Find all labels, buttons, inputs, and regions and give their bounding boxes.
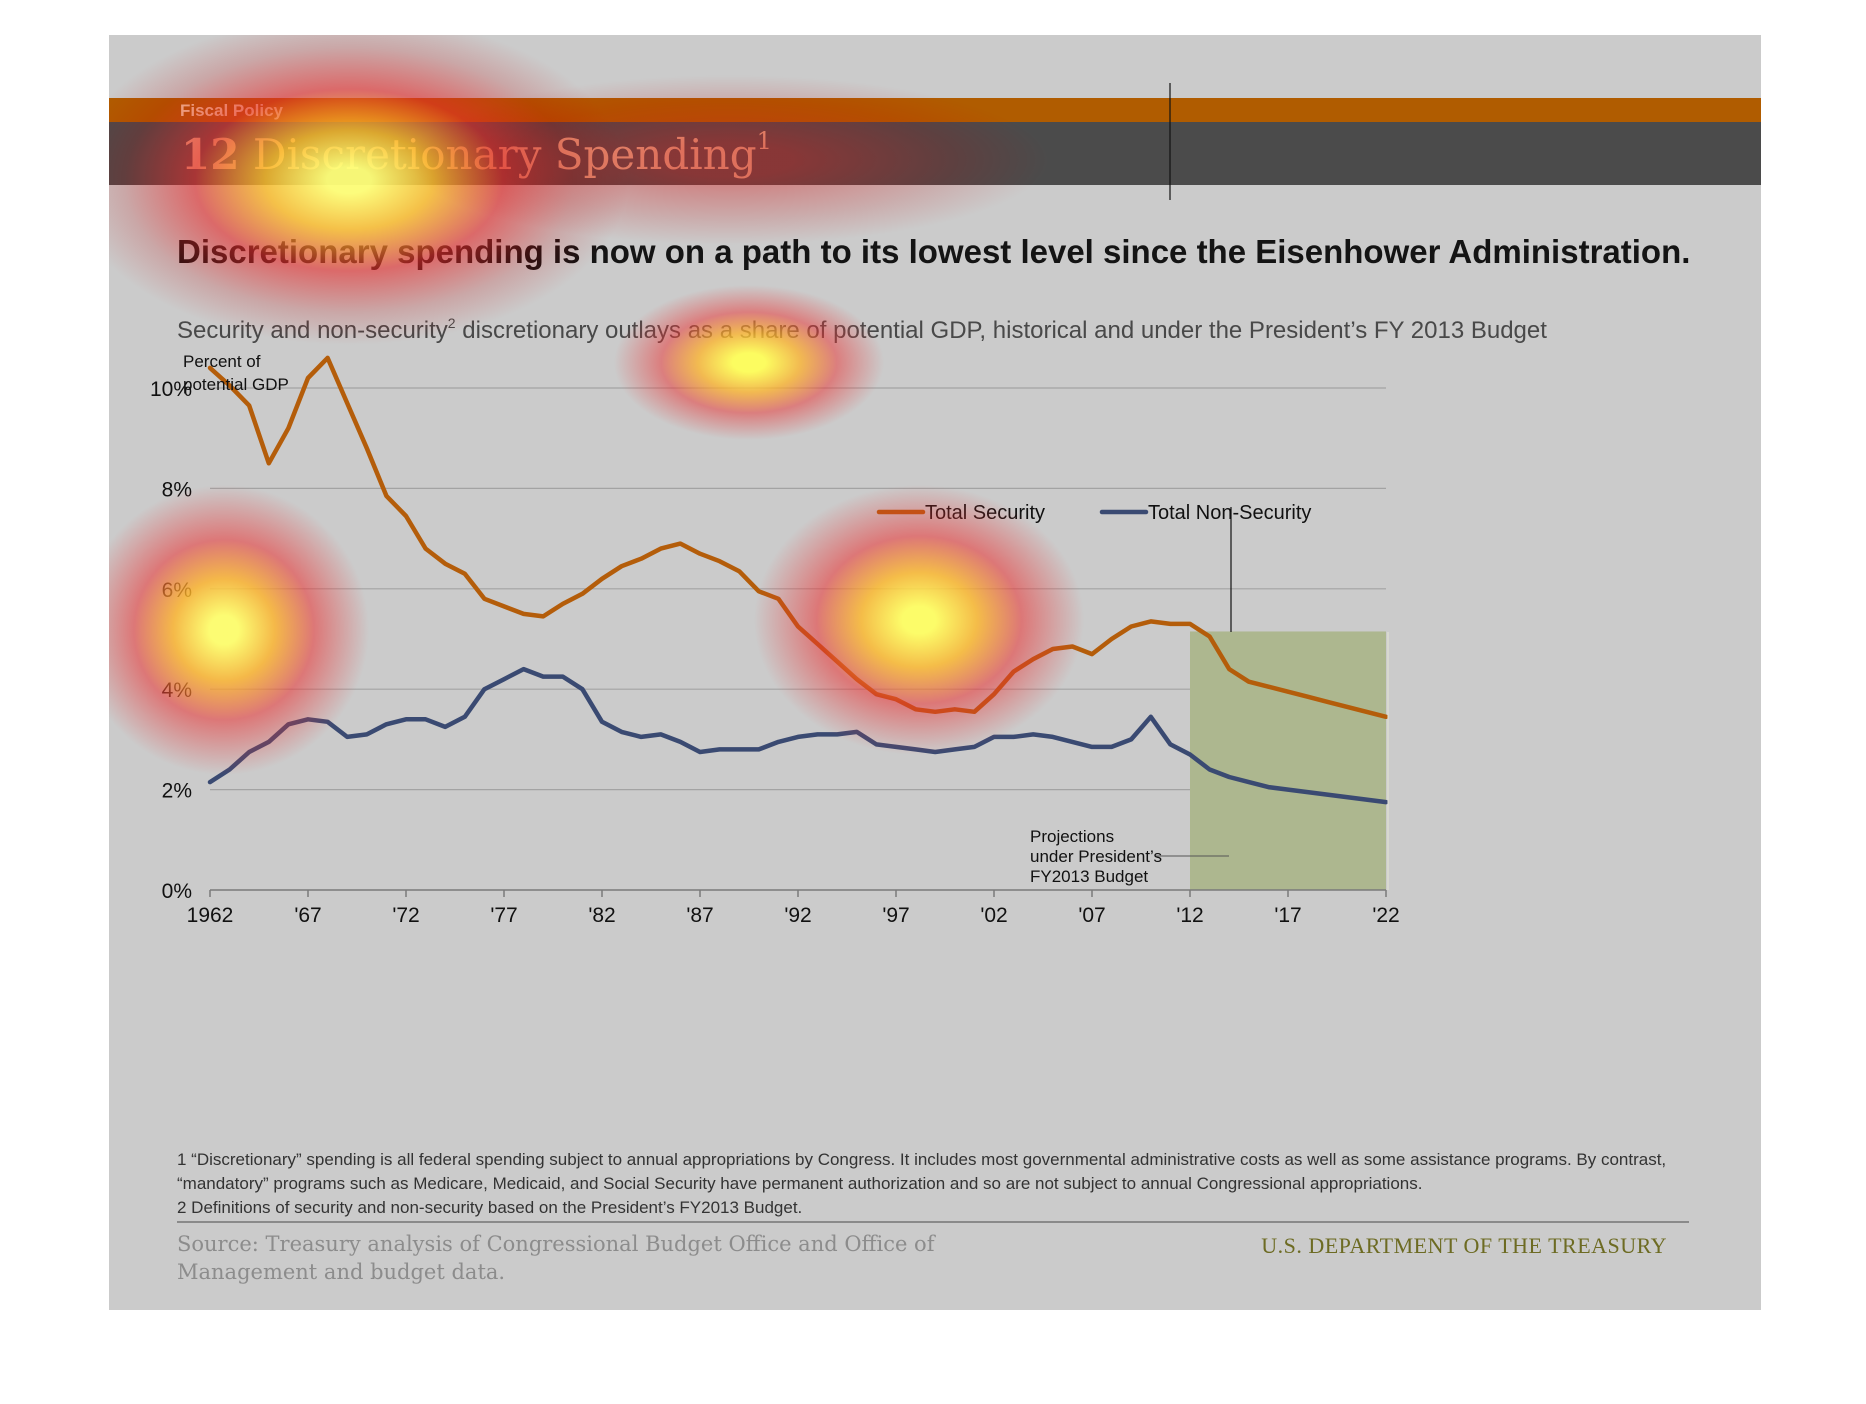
slide: Fiscal Policy 12 Discretionary Spending1… <box>109 35 1761 1310</box>
xtick-label: '77 <box>490 904 517 927</box>
footnotes: 1 “Discretionary” spending is all federa… <box>177 1148 1689 1220</box>
xtick-label: '72 <box>392 904 419 927</box>
projection-annotation-line: under President’s <box>1030 847 1162 866</box>
ytick-label: 2% <box>162 780 192 803</box>
ytick-label: 6% <box>162 579 192 602</box>
ytick-label: 4% <box>162 679 192 702</box>
xtick-label: '87 <box>686 904 713 927</box>
agency-name: U.S. DEPARTMENT OF THE TREASURY <box>1261 1233 1667 1258</box>
legend: Total Security Total Non-Security <box>876 502 1311 524</box>
projection-shading <box>1190 631 1386 890</box>
footnote-1: 1 “Discretionary” spending is all federa… <box>177 1150 1667 1193</box>
legend-label: Total Security <box>925 502 1045 524</box>
xtick-label: '92 <box>784 904 811 927</box>
footnote-2: 2 Definitions of security and non-securi… <box>177 1198 803 1217</box>
legend-label: Total Non-Security <box>1148 502 1311 524</box>
projection-annotation-line: Projections <box>1030 827 1114 846</box>
projection-annotation-line: FY2013 Budget <box>1030 867 1148 886</box>
xtick-label: '07 <box>1078 904 1105 927</box>
projection-region <box>1190 631 1386 890</box>
footer-divider <box>177 1221 1689 1223</box>
title-footnote-mark: 1 <box>756 127 772 155</box>
y-axis-title-line: Percent of <box>183 352 261 371</box>
line-chart: 0% 2% 4% 6% 8% 10% 1962 '67 '72 '77 '82 '87 '92 '97 '0… <box>150 83 1400 927</box>
xtick-label: '17 <box>1274 904 1301 927</box>
xtick-label: '97 <box>882 904 909 927</box>
xtick-label: '67 <box>294 904 321 927</box>
ytick-label: 10% <box>150 378 192 401</box>
ytick-label: 8% <box>162 478 192 501</box>
ytick-label: 0% <box>162 880 192 903</box>
xtick-label: '82 <box>588 904 615 927</box>
xtick-label: '12 <box>1176 904 1203 927</box>
source-note: Source: Treasury analysis of Congression… <box>177 1232 935 1284</box>
chart-labels: Percent of potential GDP Projectionsunder … <box>183 83 1389 890</box>
xtick-label: 1962 <box>187 904 234 927</box>
xtick-label: '02 <box>980 904 1007 927</box>
y-axis-title-line: potential GDP <box>183 375 289 394</box>
xtick-label: '22 <box>1372 904 1399 927</box>
